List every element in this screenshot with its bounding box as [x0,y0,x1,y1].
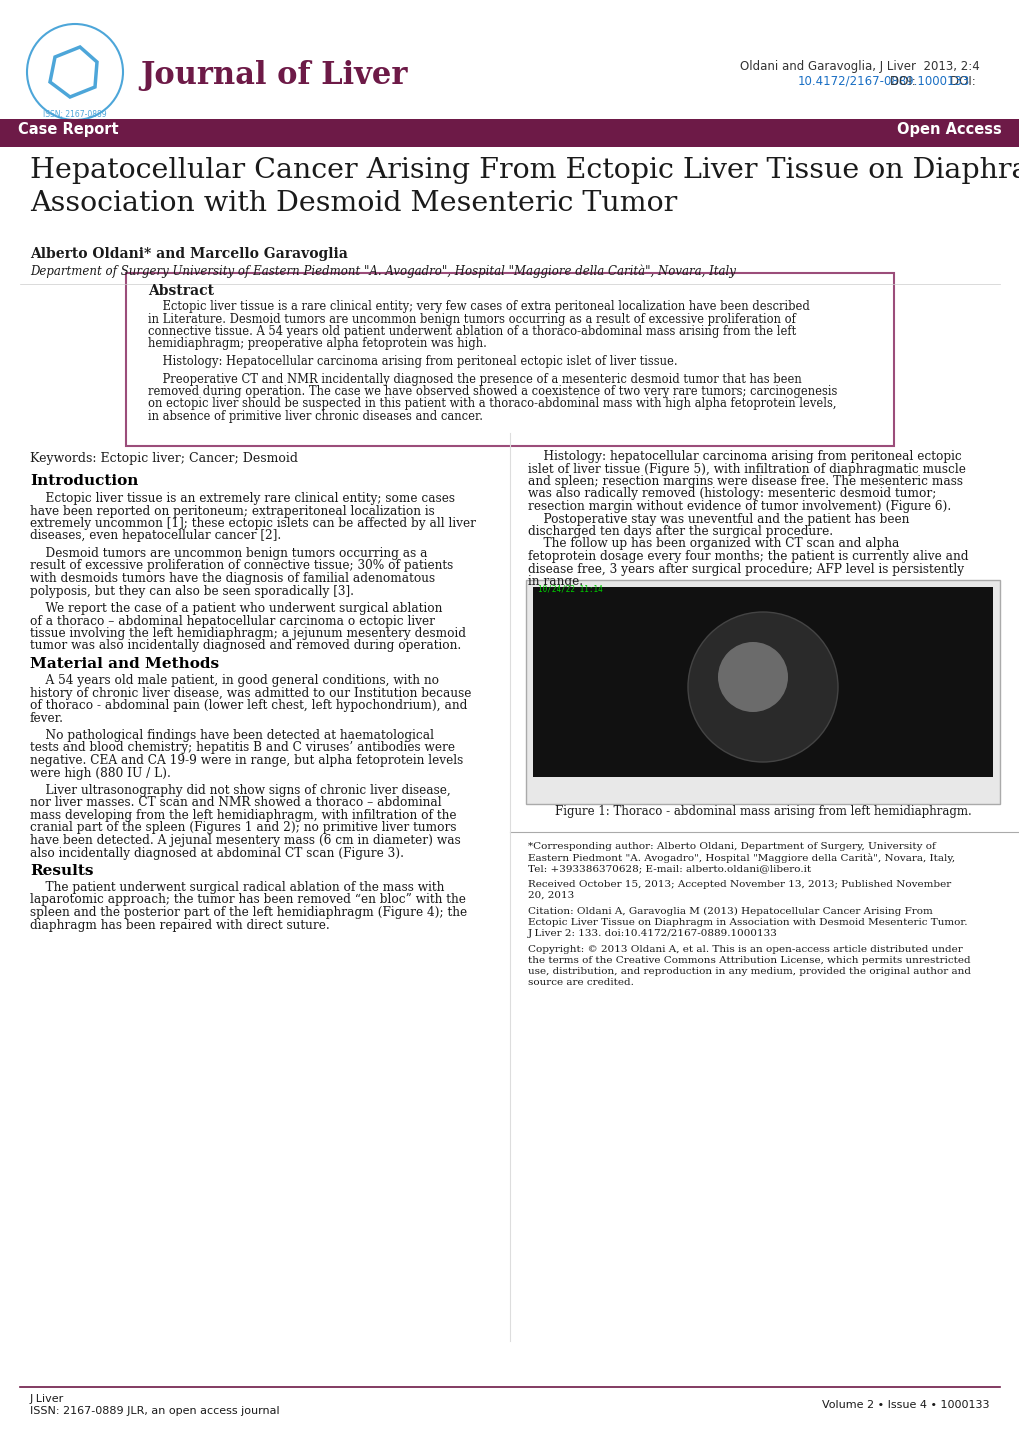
Text: We report the case of a patient who underwent surgical ablation: We report the case of a patient who unde… [30,601,442,614]
Text: 20, 2013: 20, 2013 [528,891,574,900]
Text: tests and blood chemistry; hepatitis B and C viruses’ antibodies were: tests and blood chemistry; hepatitis B a… [30,741,454,754]
Text: diaphragm has been repaired with direct suture.: diaphragm has been repaired with direct … [30,919,329,932]
Text: Department of Surgery University of Eastern Piedmont "A. Avogadro", Hospital "Ma: Department of Surgery University of East… [30,264,735,277]
FancyBboxPatch shape [533,587,993,777]
Text: ISSN: 2167-0889 JLR, an open access journal: ISSN: 2167-0889 JLR, an open access jour… [30,1406,279,1416]
Text: in Literature. Desmoid tumors are uncommon benign tumors occurring as a result o: in Literature. Desmoid tumors are uncomm… [148,313,795,326]
Text: Postoperative stay was uneventful and the patient has been: Postoperative stay was uneventful and th… [528,512,909,525]
Text: result of excessive proliferation of connective tissue; 30% of patients: result of excessive proliferation of con… [30,559,452,572]
Text: disease free, 3 years after surgical procedure; AFP level is persistently: disease free, 3 years after surgical pro… [528,562,963,575]
Text: fetoprotein dosage every four months; the patient is currently alive and: fetoprotein dosage every four months; th… [528,549,968,562]
Text: of a thoraco – abdominal hepatocellular carcinoma o ectopic liver: of a thoraco – abdominal hepatocellular … [30,614,434,627]
Text: Liver ultrasonography did not show signs of chronic liver disease,: Liver ultrasonography did not show signs… [30,784,450,797]
Text: Introduction: Introduction [30,474,139,487]
Text: Desmoid tumors are uncommon benign tumors occurring as a: Desmoid tumors are uncommon benign tumor… [30,547,427,559]
Text: The follow up has been organized with CT scan and alpha: The follow up has been organized with CT… [528,538,899,551]
Text: have been reported on peritoneum; extraperitoneal localization is: have been reported on peritoneum; extrap… [30,505,434,518]
Text: Keywords: Ectopic liver; Cancer; Desmoid: Keywords: Ectopic liver; Cancer; Desmoid [30,451,298,464]
Text: polyposis, but they can also be seen sporadically [3].: polyposis, but they can also be seen spo… [30,584,354,597]
Text: also incidentally diagnosed at abdominal CT scan (Figure 3).: also incidentally diagnosed at abdominal… [30,846,404,859]
Text: Alberto Oldani* and Marcello Garavoglia: Alberto Oldani* and Marcello Garavoglia [30,247,347,261]
Text: Histology: hepatocellular carcinoma arising from peritoneal ectopic: Histology: hepatocellular carcinoma aris… [528,450,961,463]
Text: *Corresponding author: Alberto Oldani, Department of Surgery, University of: *Corresponding author: Alberto Oldani, D… [528,842,934,851]
Text: Histology: Hepatocellular carcinoma arising from peritoneal ectopic islet of liv: Histology: Hepatocellular carcinoma aris… [148,355,677,368]
Text: Open Access: Open Access [897,123,1001,137]
Text: Hepatocellular Cancer Arising From Ectopic Liver Tissue on Diaphragm in
Associat: Hepatocellular Cancer Arising From Ectop… [30,157,1019,218]
Text: Eastern Piedmont "A. Avogadro", Hospital "Maggiore della Carità", Novara, Italy,: Eastern Piedmont "A. Avogadro", Hospital… [528,854,954,862]
Text: in range.: in range. [528,575,583,588]
Text: islet of liver tissue (Figure 5), with infiltration of diaphragmatic muscle: islet of liver tissue (Figure 5), with i… [528,463,965,476]
Text: history of chronic liver disease, was admitted to our Institution because: history of chronic liver disease, was ad… [30,686,471,699]
Text: source are credited.: source are credited. [528,978,633,986]
Text: No pathological findings have been detected at haematological: No pathological findings have been detec… [30,730,433,743]
Text: connective tissue. A 54 years old patient underwent ablation of a thoraco-abdomi: connective tissue. A 54 years old patien… [148,324,796,337]
Text: Preoperative CT and NMR incidentally diagnosed the presence of a mesenteric desm: Preoperative CT and NMR incidentally dia… [148,372,801,385]
Text: Tel: +393386370628; E-mail: alberto.oldani@libero.it: Tel: +393386370628; E-mail: alberto.olda… [528,864,810,872]
Text: resection margin without evidence of tumor involvement) (Figure 6).: resection margin without evidence of tum… [528,500,951,513]
Text: the terms of the Creative Commons Attribution License, which permits unrestricte: the terms of the Creative Commons Attrib… [528,956,970,965]
Text: nor liver masses. CT scan and NMR showed a thoraco – abdominal: nor liver masses. CT scan and NMR showed… [30,796,441,809]
Circle shape [688,611,838,761]
Text: spleen and the posterior part of the left hemidiaphragm (Figure 4); the: spleen and the posterior part of the lef… [30,906,467,919]
Text: Received October 15, 2013; Accepted November 13, 2013; Published November: Received October 15, 2013; Accepted Nove… [528,880,951,890]
Text: hemidiaphragm; preoperative alpha fetoprotein was high.: hemidiaphragm; preoperative alpha fetopr… [148,337,486,350]
Text: Citation: Oldani A, Garavoglia M (2013) Hepatocellular Cancer Arising From: Citation: Oldani A, Garavoglia M (2013) … [528,907,931,916]
Text: Case Report: Case Report [18,123,118,137]
Text: Figure 1: Thoraco - abdominal mass arising from left hemidiaphragm.: Figure 1: Thoraco - abdominal mass arisi… [554,805,970,818]
Text: diseases, even hepatocellular cancer [2].: diseases, even hepatocellular cancer [2]… [30,529,281,542]
Text: 10/24/22 11:14: 10/24/22 11:14 [537,584,602,593]
Text: 10.4172/2167-0889.1000133: 10.4172/2167-0889.1000133 [797,75,969,88]
Text: ISSN: 2167-0889: ISSN: 2167-0889 [43,110,107,120]
Text: in absence of primitive liver chronic diseases and cancer.: in absence of primitive liver chronic di… [148,410,483,423]
Text: negative. CEA and CA 19-9 were in range, but alpha fetoprotein levels: negative. CEA and CA 19-9 were in range,… [30,754,463,767]
Text: J Liver 2: 133. doi:10.4172/2167-0889.1000133: J Liver 2: 133. doi:10.4172/2167-0889.10… [528,929,777,937]
Text: A 54 years old male patient, in good general conditions, with no: A 54 years old male patient, in good gen… [30,673,438,686]
Text: on ectopic liver should be suspected in this patient with a thoraco-abdominal ma: on ectopic liver should be suspected in … [148,398,836,411]
Text: Ectopic liver tissue is a rare clinical entity; very few cases of extra peritone: Ectopic liver tissue is a rare clinical … [148,300,809,313]
Text: and spleen; resection margins were disease free. The mesenteric mass: and spleen; resection margins were disea… [528,474,962,487]
Text: tumor was also incidentally diagnosed and removed during operation.: tumor was also incidentally diagnosed an… [30,639,461,652]
Text: Volume 2 • Issue 4 • 1000133: Volume 2 • Issue 4 • 1000133 [821,1400,989,1410]
Text: Ectopic Liver Tissue on Diaphragm in Association with Desmoid Mesenteric Tumor.: Ectopic Liver Tissue on Diaphragm in Ass… [528,919,967,927]
Text: Journal of Liver: Journal of Liver [140,61,408,91]
FancyBboxPatch shape [126,273,893,446]
Text: removed during operation. The case we have observed showed a coexistence of two : removed during operation. The case we ha… [148,385,837,398]
Circle shape [717,642,788,712]
Text: were high (880 IU / L).: were high (880 IU / L). [30,767,171,780]
Text: fever.: fever. [30,711,64,724]
Text: Copyright: © 2013 Oldani A, et al. This is an open-access article distributed un: Copyright: © 2013 Oldani A, et al. This … [528,945,962,955]
Text: discharged ten days after the surgical procedure.: discharged ten days after the surgical p… [528,525,833,538]
Text: Material and Methods: Material and Methods [30,658,219,671]
Text: J Liver: J Liver [30,1394,64,1405]
Text: with desmoids tumors have the diagnosis of familial adenomatous: with desmoids tumors have the diagnosis … [30,572,435,585]
Text: laparotomic approach; the tumor has been removed “en bloc” with the: laparotomic approach; the tumor has been… [30,894,466,907]
FancyBboxPatch shape [526,580,999,805]
Text: cranial part of the spleen (Figures 1 and 2); no primitive liver tumors: cranial part of the spleen (Figures 1 an… [30,822,457,835]
Text: of thoraco - abdominal pain (lower left chest, left hypochondrium), and: of thoraco - abdominal pain (lower left … [30,699,467,712]
Text: use, distribution, and reproduction in any medium, provided the original author : use, distribution, and reproduction in a… [528,968,970,976]
Text: Ectopic liver tissue is an extremely rare clinical entity; some cases: Ectopic liver tissue is an extremely rar… [30,492,454,505]
Text: extremely uncommon [1]; these ectopic islets can be affected by all liver: extremely uncommon [1]; these ectopic is… [30,518,476,531]
Text: Results: Results [30,864,94,878]
Text: mass developing from the left hemidiaphragm, with infiltration of the: mass developing from the left hemidiaphr… [30,809,457,822]
Text: The patient underwent surgical radical ablation of the mass with: The patient underwent surgical radical a… [30,881,444,894]
FancyBboxPatch shape [0,120,1019,147]
Text: was also radically removed (histology: mesenteric desmoid tumor;: was also radically removed (histology: m… [528,487,935,500]
Text: DOI:: DOI: [890,75,918,88]
Text: tissue involving the left hemidiaphragm; a jejunum mesentery desmoid: tissue involving the left hemidiaphragm;… [30,627,466,640]
Text: have been detected. A jejunal mesentery mass (6 cm in diameter) was: have been detected. A jejunal mesentery … [30,833,461,846]
Text: DOI:: DOI: [950,75,979,88]
Text: Oldani and Garavoglia, J Liver  2013, 2:4: Oldani and Garavoglia, J Liver 2013, 2:4 [740,61,979,74]
Text: Abstract: Abstract [148,284,214,298]
